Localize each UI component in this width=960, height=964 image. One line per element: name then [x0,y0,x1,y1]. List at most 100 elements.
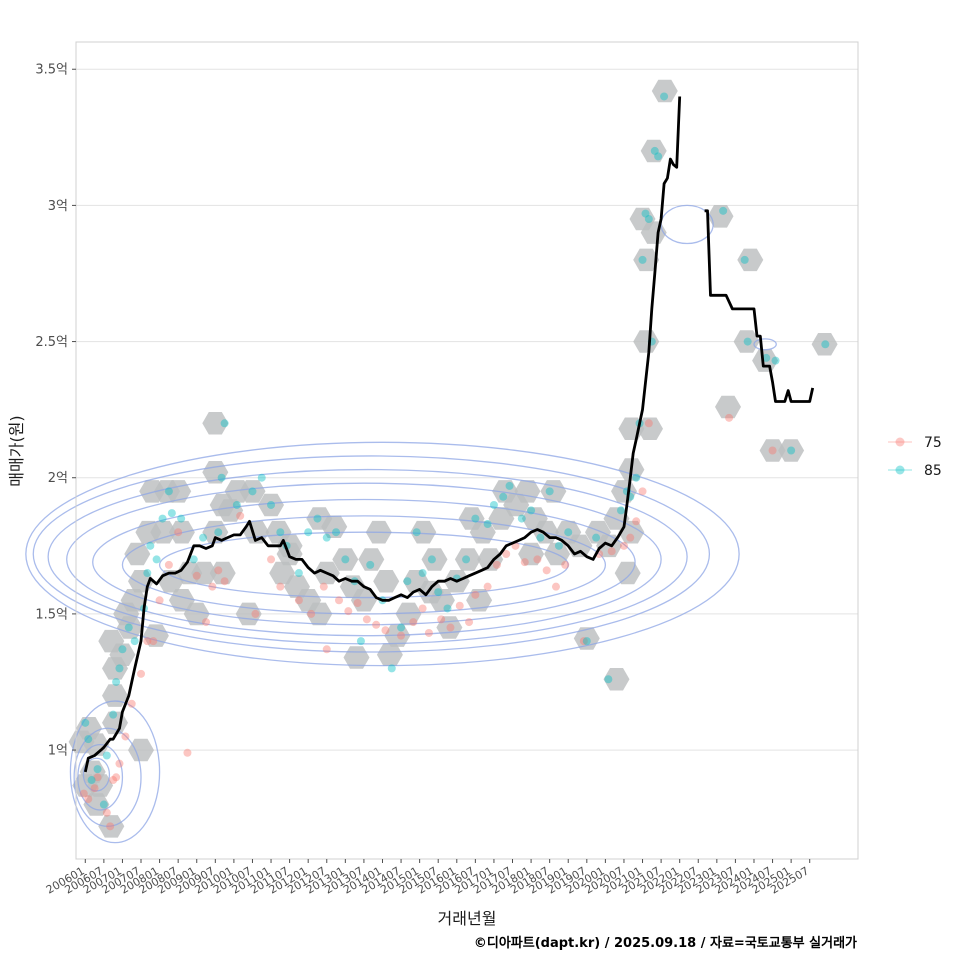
data-point-85 [84,735,93,744]
hexbin-cell [707,205,734,228]
data-point-75 [115,759,124,768]
data-point-85 [660,92,669,101]
data-point-75 [446,623,455,632]
data-point-75 [471,590,480,599]
data-point-75 [93,773,102,782]
trend-line-layer [83,96,815,773]
data-point-85 [99,800,108,809]
data-point-85 [177,514,186,523]
data-point-85 [387,664,396,673]
data-point-85 [632,473,641,482]
hexbin-cell [258,493,284,517]
data-point-85 [267,500,276,509]
y-tick-label: 2억 [48,471,68,486]
data-point-85 [109,710,118,719]
hexbin-cell [373,570,400,593]
data-point-75 [362,615,371,624]
data-point-85 [397,623,406,632]
data-point-85 [146,541,155,550]
data-point-85 [641,209,650,218]
legend-item-75: 75 [888,435,942,451]
y-tick-label: 1.5억 [35,607,68,622]
data-point-75 [335,596,344,605]
data-point-85 [787,446,796,455]
hexbin-cell [306,602,333,626]
data-point-85 [489,500,498,509]
hexbin-cell [239,480,266,503]
hexbin-cell [603,668,630,691]
hexbin-cell [715,395,741,419]
data-point-85 [366,560,375,569]
data-point-75 [502,549,511,558]
data-point-85 [220,419,229,428]
hexbin-cell [540,480,567,503]
data-point-75 [294,596,303,605]
hexbin-cell [350,589,377,612]
data-point-75 [397,631,406,640]
hexbin-cell [191,561,218,585]
data-point-75 [424,628,433,637]
data-point-75 [561,560,570,569]
hexbin-cell [183,602,210,626]
trend-line-recent [704,209,815,403]
data-point-85 [313,514,322,523]
data-point-75 [79,789,88,798]
y-axis-title: 매매가(원) [7,415,26,486]
data-point-75 [619,541,628,550]
data-point-85 [164,487,173,496]
data-point-85 [322,533,331,542]
data-point-85 [81,718,90,727]
hexbin-cell [737,248,764,272]
data-point-85 [118,645,127,654]
hexbin-cell [759,439,786,462]
data-point-75 [183,748,192,757]
data-point-85 [276,528,285,537]
legend-item-85: 85 [888,463,942,479]
density-contour [82,757,111,792]
data-point-75 [208,582,217,591]
data-point-85 [762,353,771,362]
hexbin-cell [421,548,448,571]
hexbin-cell [376,643,403,666]
data-point-85 [412,528,421,537]
data-point-85 [115,664,124,673]
data-point-75 [236,511,245,520]
data-point-85 [471,514,480,523]
data-point-85 [341,555,350,564]
hexbin-cell [395,602,422,626]
data-point-75 [90,784,99,793]
data-point-75 [638,487,647,496]
hexbin-cell [651,79,678,103]
data-point-85 [616,506,625,515]
density-contour [92,498,636,626]
density-contour [25,441,740,667]
data-point-75 [149,637,158,646]
density-contour [32,455,711,653]
data-point-75 [214,566,223,575]
data-point-85 [152,555,161,564]
legend-key-point-75 [895,437,905,447]
density-contour [73,727,142,827]
hexbin-cell [150,520,177,544]
data-point-75 [251,609,260,618]
hexbin-cell [202,520,229,544]
hexbin-cell [778,439,805,462]
data-point-75 [607,547,616,556]
y-tick-label: 2.5억 [35,335,68,350]
data-point-75 [164,560,173,569]
hexbin-cell [629,207,656,231]
data-point-85 [650,146,659,155]
data-point-75 [121,732,130,741]
data-point-85 [124,623,133,632]
data-point-85 [87,776,96,785]
data-point-75 [267,555,276,564]
hexbin-cell [128,738,154,762]
data-point-75 [155,596,164,605]
hexbin-cell [633,330,660,353]
data-point-85 [527,506,536,515]
data-point-85 [592,533,601,542]
data-point-85 [257,473,266,482]
hexbin-cell [811,333,838,356]
data-point-75 [307,609,316,618]
data-point-85 [743,337,752,346]
